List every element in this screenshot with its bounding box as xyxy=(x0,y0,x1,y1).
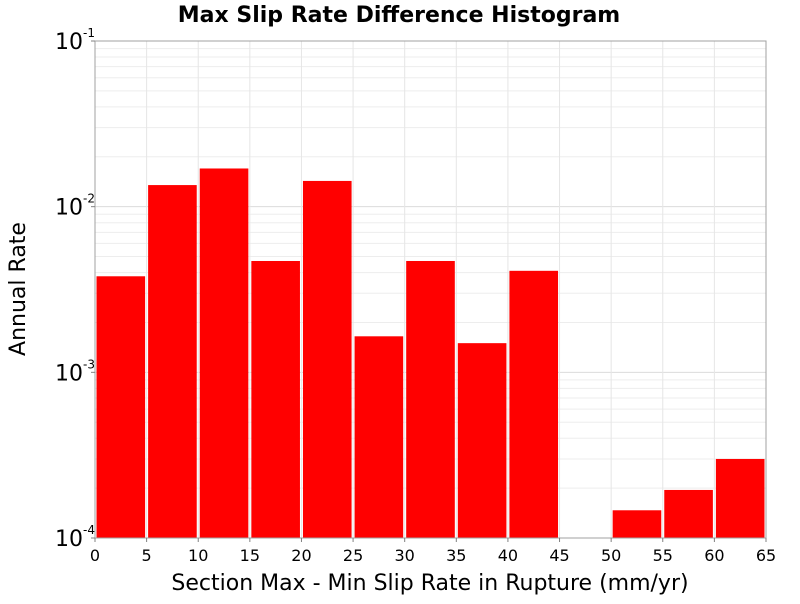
y-tick-label: 10-1 xyxy=(55,26,95,55)
y-tick-label: 10-2 xyxy=(55,192,95,221)
histogram-bar xyxy=(199,168,249,539)
x-tick-label: 45 xyxy=(549,546,569,565)
x-tick-label: 50 xyxy=(601,546,621,565)
x-tick-label: 40 xyxy=(498,546,518,565)
histogram-bar xyxy=(354,336,404,538)
histogram-bar xyxy=(509,270,559,538)
histogram-bar xyxy=(148,185,197,538)
histogram-bar xyxy=(612,510,662,538)
x-axis-label: Section Max - Min Slip Rate in Rupture (… xyxy=(171,571,688,596)
histogram-bar xyxy=(664,489,713,538)
bars xyxy=(96,168,765,539)
histogram-bar xyxy=(457,343,507,538)
chart-title: Max Slip Rate Difference Histogram xyxy=(178,3,620,28)
x-tick-label: 0 xyxy=(90,546,100,565)
histogram-bar xyxy=(251,260,300,538)
histogram-bar xyxy=(302,180,352,538)
histogram-bar xyxy=(715,458,765,538)
x-tick-label: 15 xyxy=(240,546,260,565)
x-tick-label: 60 xyxy=(704,546,724,565)
x-tick-label: 25 xyxy=(343,546,363,565)
x-axis-ticks: 0 5 10 15 20 25 30 35 40 45 50 55 60 65 xyxy=(90,538,776,565)
x-tick-label: 55 xyxy=(653,546,673,565)
x-tick-label: 10 xyxy=(188,546,208,565)
histogram-bar xyxy=(406,260,455,538)
x-tick-label: 35 xyxy=(446,546,466,565)
plot-area-border xyxy=(94,40,767,539)
x-tick-label: 20 xyxy=(291,546,311,565)
y-axis-label: Annual Rate xyxy=(6,222,31,356)
x-tick-label: 30 xyxy=(395,546,415,565)
x-tick-label: 5 xyxy=(142,546,152,565)
histogram-bar xyxy=(96,276,146,538)
y-tick-label: 10-3 xyxy=(55,357,95,386)
y-axis-ticks: 10-110-210-310-4 xyxy=(55,26,95,552)
x-tick-label: 65 xyxy=(756,546,776,565)
